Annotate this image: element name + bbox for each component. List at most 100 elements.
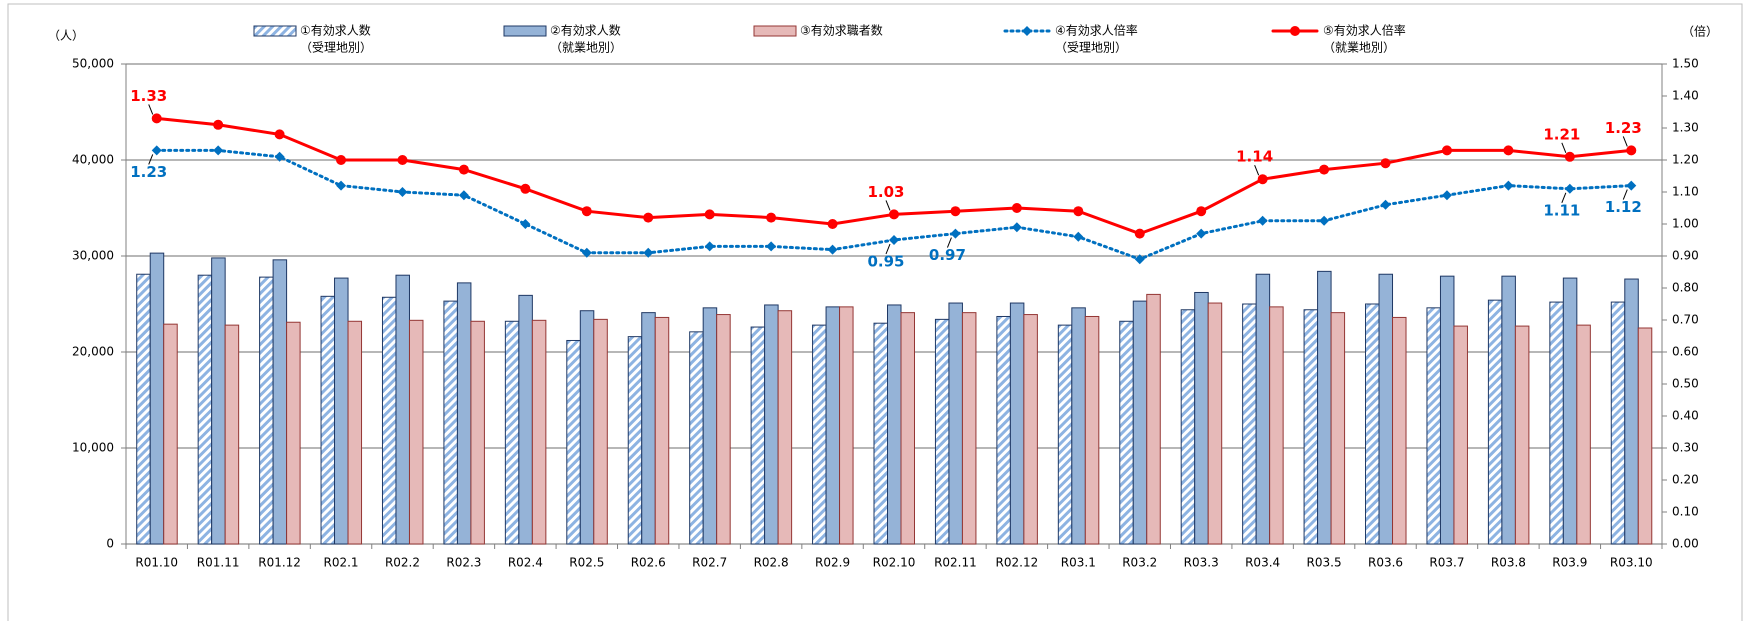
bar <box>531 319 547 545</box>
marker <box>458 164 469 175</box>
marker <box>336 180 347 191</box>
x-tick-label: R02.9 <box>815 556 850 570</box>
bar <box>1562 277 1578 545</box>
marker <box>581 247 592 258</box>
bar <box>825 306 841 545</box>
bar <box>1637 327 1653 545</box>
marker <box>1626 180 1637 191</box>
data-label: 1.21 <box>1543 125 1580 143</box>
y2-tick-label: 0.10 <box>1672 505 1699 519</box>
y2-tick-label: 1.40 <box>1672 89 1699 103</box>
y2-tick-label: 0.90 <box>1672 249 1699 263</box>
bar <box>887 304 902 545</box>
marker <box>643 212 654 223</box>
y2-tick-label: 0.00 <box>1672 537 1699 551</box>
marker <box>151 113 162 124</box>
marker <box>274 129 285 140</box>
x-tick-label: R02.2 <box>385 556 420 570</box>
bar <box>1610 301 1626 545</box>
y2-tick-label: 1.20 <box>1672 153 1699 167</box>
leader-line <box>148 104 154 115</box>
leader-line <box>1622 136 1628 147</box>
marker <box>1196 206 1207 217</box>
bar <box>518 294 533 545</box>
bar <box>1057 324 1073 545</box>
leader-line <box>946 237 952 248</box>
x-tick-label: R03.2 <box>1122 556 1157 570</box>
x-tick-label: R03.8 <box>1491 556 1526 570</box>
bar <box>934 318 950 545</box>
bar <box>900 312 915 545</box>
bar <box>381 296 397 545</box>
legend-marker <box>1022 26 1032 36</box>
bar <box>1255 273 1271 545</box>
x-tick-label: R02.5 <box>569 556 604 570</box>
bar <box>1071 307 1086 545</box>
y2-tick-label: 0.70 <box>1672 313 1699 327</box>
data-label: 1.12 <box>1605 198 1642 216</box>
legend-label: ③有効求職者数 <box>800 23 883 38</box>
y-tick-label: 0 <box>106 537 114 551</box>
bar <box>1514 325 1530 545</box>
bar <box>163 323 178 545</box>
bar <box>1439 275 1455 545</box>
marker <box>1196 228 1207 239</box>
bar <box>1576 324 1591 545</box>
bar <box>334 277 349 545</box>
y2-tick-label: 0.40 <box>1672 409 1699 423</box>
y2-tick-label: 1.50 <box>1672 57 1699 71</box>
marker <box>1503 145 1514 156</box>
marker <box>397 187 408 197</box>
leader-line <box>1622 189 1628 200</box>
marker <box>1319 164 1330 175</box>
marker <box>1564 183 1575 194</box>
bar <box>1624 278 1639 545</box>
marker <box>1257 174 1268 185</box>
legend-swatch <box>253 25 297 37</box>
bar <box>566 339 581 545</box>
legend-label: ⑤有効求人倍率 <box>1323 23 1406 38</box>
leader-line <box>1561 142 1567 153</box>
legend-marker <box>1290 26 1300 36</box>
marker <box>520 219 531 229</box>
bar <box>1207 302 1223 545</box>
legend-sublabel: （就業地別） <box>1323 41 1395 55</box>
x-tick-label: R02.10 <box>873 556 916 570</box>
marker <box>1380 158 1391 169</box>
bar <box>395 274 410 545</box>
legend-swatch <box>503 25 547 37</box>
data-label: 1.14 <box>1236 148 1273 166</box>
marker <box>397 155 408 165</box>
marker <box>827 244 838 255</box>
y2-tick-label: 1.00 <box>1672 217 1699 231</box>
x-tick-label: R02.3 <box>446 556 481 570</box>
bar <box>1330 312 1346 545</box>
marker <box>889 235 899 245</box>
data-label: 0.95 <box>867 253 904 271</box>
marker <box>1319 215 1330 226</box>
bar <box>641 312 656 545</box>
y2-tick-label: 0.50 <box>1672 377 1699 391</box>
bar <box>1119 320 1134 545</box>
marker <box>151 145 162 156</box>
marker <box>1564 151 1575 162</box>
bar <box>1365 303 1380 545</box>
marker <box>766 212 777 223</box>
x-tick-label: R02.11 <box>934 556 977 570</box>
bar <box>777 310 793 545</box>
y-tick-label: 10,000 <box>72 441 114 455</box>
marker <box>1257 215 1268 226</box>
data-label: 0.97 <box>929 246 966 264</box>
marker <box>950 228 961 239</box>
bar <box>1501 275 1516 545</box>
bar <box>764 304 779 545</box>
x-tick-label: R03.9 <box>1552 556 1587 570</box>
bar <box>654 316 670 545</box>
bar <box>873 322 888 545</box>
marker <box>1441 190 1452 201</box>
marker <box>1073 206 1084 217</box>
data-label: 1.23 <box>130 163 167 181</box>
marker <box>950 206 961 217</box>
bar <box>1009 302 1025 545</box>
legend-sublabel: （受理地別） <box>1055 41 1127 55</box>
